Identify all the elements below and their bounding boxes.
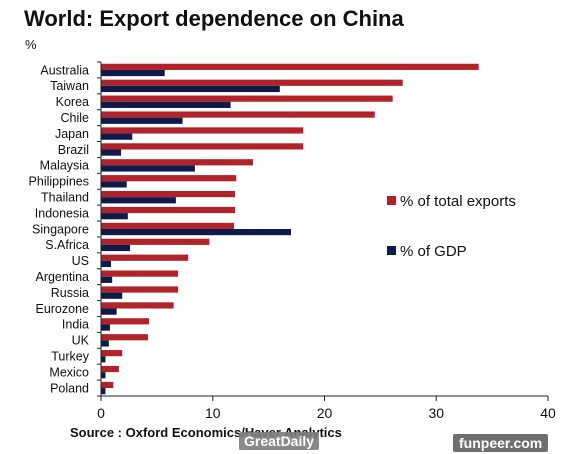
bar-eurozone-exports <box>101 302 174 309</box>
bar-chile-exports <box>101 111 375 118</box>
bar-japan-gdp <box>101 133 133 140</box>
unit-label: % <box>25 37 37 52</box>
chart-title: World: Export dependence on China <box>24 6 404 31</box>
bar-argentina-gdp <box>101 276 113 283</box>
bar-mexico-gdp <box>101 372 106 379</box>
category-label-uk: UK <box>72 334 90 348</box>
legend-swatch-exports <box>387 196 396 205</box>
bar-indonesia-gdp <box>101 213 128 220</box>
x-tick-label-0: 0 <box>97 405 105 421</box>
bar-us-exports <box>101 254 189 261</box>
bar-eurozone-gdp <box>101 308 117 315</box>
bar-s-africa-exports <box>101 238 210 245</box>
category-label-indonesia: Indonesia <box>35 206 89 220</box>
bar-poland-exports <box>101 381 114 389</box>
category-label-singapore: Singapore <box>32 222 89 236</box>
category-label-us: US <box>72 254 89 268</box>
bar-india-exports <box>101 318 150 325</box>
category-label-japan: Japan <box>55 127 89 141</box>
bar-poland-gdp <box>101 388 106 395</box>
bar-argentina-exports <box>101 270 179 277</box>
bar-chile-gdp <box>101 117 183 124</box>
bar-thailand-exports <box>101 190 236 198</box>
bar-australia-exports <box>101 63 479 70</box>
bar-uk-exports <box>101 334 148 341</box>
bar-australia-gdp <box>101 69 165 77</box>
category-label-korea: Korea <box>56 95 89 109</box>
x-tick-label-20: 20 <box>317 405 333 421</box>
bar-philippines-exports <box>101 175 237 182</box>
bar-korea-exports <box>101 95 393 102</box>
bar-s-africa-gdp <box>101 244 131 252</box>
x-tick-label-10: 10 <box>205 405 221 421</box>
bar-indonesia-exports <box>101 206 236 214</box>
category-label-chile: Chile <box>61 111 90 125</box>
category-label-mexico: Mexico <box>49 365 89 379</box>
bar-brazil-exports <box>101 143 304 150</box>
bar-malaysia-exports <box>101 159 253 166</box>
bar-brazil-gdp <box>101 149 122 156</box>
category-label-thailand: Thailand <box>41 190 89 204</box>
category-label-taiwan: Taiwan <box>50 79 89 93</box>
category-label-philippines: Philippines <box>29 175 89 189</box>
bar-turkey-gdp <box>101 356 106 363</box>
category-label-s-africa: S.Africa <box>45 238 89 252</box>
category-label-malaysia: Malaysia <box>40 159 89 173</box>
bar-malaysia-gdp <box>101 165 195 172</box>
bar-mexico-exports <box>101 365 119 373</box>
bar-uk-gdp <box>101 340 109 347</box>
legend-label-exports: % of total exports <box>400 193 516 210</box>
category-label-russia: Russia <box>51 286 89 300</box>
category-label-argentina: Argentina <box>35 270 89 284</box>
bar-singapore-exports <box>101 222 234 229</box>
bar-russia-exports <box>101 286 179 293</box>
watermark-funpeer: funpeer.com <box>453 434 549 452</box>
category-label-india: India <box>62 318 89 332</box>
x-tick-label-40: 40 <box>540 405 556 421</box>
category-label-eurozone: Eurozone <box>35 302 89 316</box>
legend-swatch-gdp <box>387 246 396 255</box>
bar-korea-gdp <box>101 101 231 108</box>
bar-thailand-gdp <box>101 197 176 204</box>
bar-india-gdp <box>101 324 110 331</box>
bar-taiwan-exports <box>101 79 403 86</box>
bar-turkey-exports <box>101 350 123 357</box>
bar-us-gdp <box>101 260 112 268</box>
bar-philippines-gdp <box>101 181 127 188</box>
legend-label-gdp: % of GDP <box>400 243 467 260</box>
category-label-poland: Poland <box>50 381 89 395</box>
bar-russia-gdp <box>101 292 123 299</box>
bar-japan-exports <box>101 127 304 134</box>
bar-taiwan-gdp <box>101 85 280 93</box>
watermark-greatdaily: GreatDaily <box>239 432 320 450</box>
x-tick-label-30: 30 <box>428 405 444 421</box>
category-label-australia: Australia <box>40 63 89 77</box>
bar-singapore-gdp <box>101 229 291 236</box>
category-label-turkey: Turkey <box>51 350 89 364</box>
category-label-brazil: Brazil <box>58 143 89 157</box>
